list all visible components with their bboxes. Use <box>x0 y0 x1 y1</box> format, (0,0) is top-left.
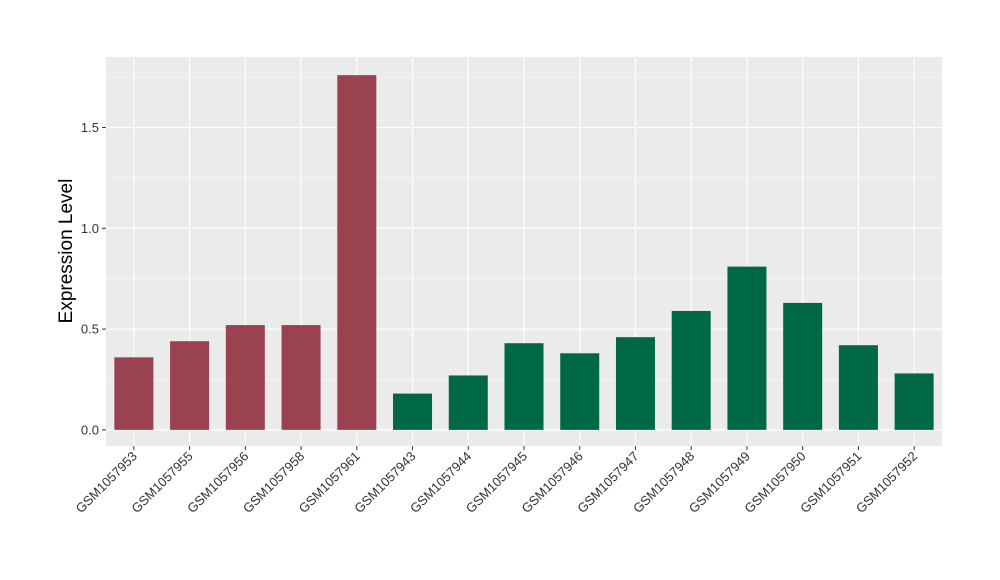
y-tick-label: 1.5 <box>81 120 99 135</box>
bar-GSM1057953 <box>114 357 154 430</box>
x-axis: GSM1057953GSM1057955GSM1057956GSM1057958… <box>73 446 920 516</box>
y-axis-title: Expression Level <box>56 179 77 324</box>
bar-GSM1057958 <box>281 325 321 430</box>
bar-GSM1057949 <box>727 266 767 430</box>
bar-GSM1057950 <box>783 302 823 430</box>
bar-GSM1057945 <box>504 343 544 430</box>
bar-GSM1057961 <box>337 75 377 430</box>
y-tick-label: 0.0 <box>81 422 99 437</box>
bar-GSM1057944 <box>448 375 488 430</box>
bar-GSM1057946 <box>560 353 600 430</box>
bar-GSM1057955 <box>170 341 210 430</box>
y-tick-label: 0.5 <box>81 322 99 337</box>
bar-GSM1057956 <box>225 325 265 430</box>
bar-GSM1057947 <box>615 337 655 430</box>
bar-GSM1057952 <box>894 373 934 430</box>
bars <box>114 75 934 430</box>
bar-GSM1057943 <box>393 393 433 430</box>
bar-GSM1057948 <box>671 310 711 430</box>
y-axis: 0.0 0.5 1.0 1.5 <box>81 120 106 437</box>
bar-GSM1057951 <box>838 345 878 430</box>
y-tick-label: 1.0 <box>81 221 99 236</box>
